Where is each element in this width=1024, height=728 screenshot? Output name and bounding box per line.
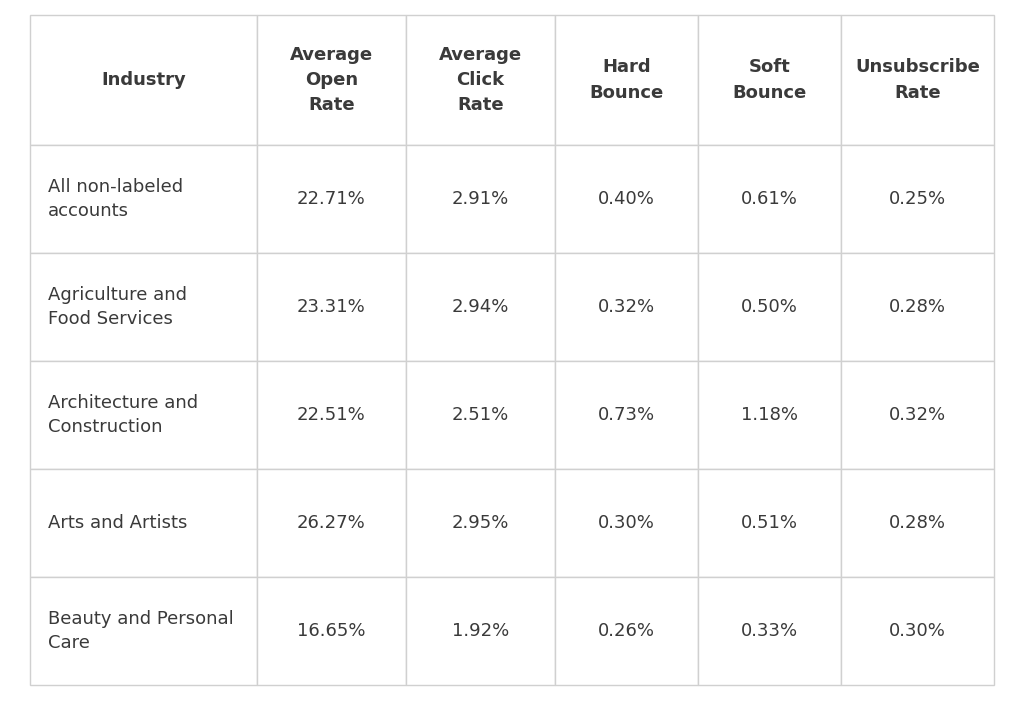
Text: 0.26%: 0.26% (598, 622, 655, 640)
Bar (698, 15, 841, 145)
Bar (555, 145, 698, 253)
Text: 1.18%: 1.18% (741, 406, 798, 424)
Bar (841, 469, 994, 577)
Text: 2.95%: 2.95% (452, 514, 509, 532)
Text: Arts and Artists: Arts and Artists (48, 514, 187, 532)
Text: 0.51%: 0.51% (741, 514, 798, 532)
Bar (257, 361, 406, 469)
Text: Soft
Bounce: Soft Bounce (732, 58, 807, 101)
Bar (698, 577, 841, 685)
Text: 2.94%: 2.94% (452, 298, 509, 316)
Text: 0.28%: 0.28% (889, 514, 946, 532)
Text: 16.65%: 16.65% (297, 622, 366, 640)
Text: 23.31%: 23.31% (297, 298, 366, 316)
Text: 22.51%: 22.51% (297, 406, 366, 424)
Text: 0.32%: 0.32% (889, 406, 946, 424)
Bar (406, 253, 555, 361)
Text: 0.61%: 0.61% (741, 190, 798, 208)
Bar (555, 253, 698, 361)
Bar (257, 15, 406, 145)
Bar (698, 469, 841, 577)
Text: 0.33%: 0.33% (740, 622, 798, 640)
Bar (30, 15, 257, 145)
Text: 0.50%: 0.50% (741, 298, 798, 316)
Bar (555, 469, 698, 577)
Text: Unsubscribe
Rate: Unsubscribe Rate (855, 58, 980, 101)
Bar (555, 361, 698, 469)
Text: Hard
Bounce: Hard Bounce (590, 58, 664, 101)
Text: 0.40%: 0.40% (598, 190, 655, 208)
Bar (555, 577, 698, 685)
Text: 22.71%: 22.71% (297, 190, 366, 208)
Bar (257, 577, 406, 685)
Text: 0.30%: 0.30% (598, 514, 655, 532)
Bar (30, 469, 257, 577)
Bar (257, 253, 406, 361)
Bar (406, 15, 555, 145)
Bar (841, 577, 994, 685)
Bar (406, 361, 555, 469)
Bar (841, 145, 994, 253)
Text: Beauty and Personal
Care: Beauty and Personal Care (48, 609, 233, 652)
Bar (406, 145, 555, 253)
Bar (30, 577, 257, 685)
Bar (30, 253, 257, 361)
Text: Industry: Industry (101, 71, 185, 89)
Bar (406, 577, 555, 685)
Text: 0.32%: 0.32% (598, 298, 655, 316)
Bar (841, 361, 994, 469)
Text: 0.30%: 0.30% (889, 622, 946, 640)
Bar (257, 469, 406, 577)
Text: Average
Open
Rate: Average Open Rate (290, 46, 373, 114)
Bar (30, 145, 257, 253)
Bar (257, 145, 406, 253)
Text: 1.92%: 1.92% (452, 622, 509, 640)
Bar (841, 253, 994, 361)
Text: Agriculture and
Food Services: Agriculture and Food Services (48, 285, 187, 328)
Text: All non-labeled
accounts: All non-labeled accounts (48, 178, 183, 221)
Text: 2.91%: 2.91% (452, 190, 509, 208)
Text: 0.25%: 0.25% (889, 190, 946, 208)
Bar (406, 469, 555, 577)
Text: 0.73%: 0.73% (598, 406, 655, 424)
Bar (698, 253, 841, 361)
Text: 2.51%: 2.51% (452, 406, 509, 424)
Text: 0.28%: 0.28% (889, 298, 946, 316)
Bar (698, 145, 841, 253)
Bar (841, 15, 994, 145)
Text: 26.27%: 26.27% (297, 514, 366, 532)
Bar (698, 361, 841, 469)
Bar (30, 361, 257, 469)
Text: Average
Click
Rate: Average Click Rate (439, 46, 522, 114)
Text: Architecture and
Construction: Architecture and Construction (48, 394, 198, 437)
Bar (555, 15, 698, 145)
